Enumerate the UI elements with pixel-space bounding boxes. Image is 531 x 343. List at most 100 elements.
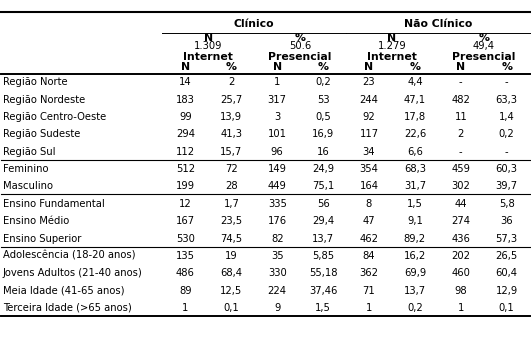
Text: -: - <box>459 147 463 157</box>
Text: 459: 459 <box>451 164 470 174</box>
Text: N: N <box>388 33 397 43</box>
Text: %: % <box>501 62 512 72</box>
Text: 449: 449 <box>268 181 287 191</box>
Text: 1: 1 <box>458 303 464 313</box>
Text: 82: 82 <box>271 234 284 244</box>
Text: Masculino: Masculino <box>3 181 53 191</box>
Text: 50.6: 50.6 <box>289 41 311 51</box>
Text: 1.309: 1.309 <box>194 41 222 51</box>
Text: -: - <box>505 78 509 87</box>
Text: 35: 35 <box>271 251 284 261</box>
Text: 1,5: 1,5 <box>315 303 331 313</box>
Text: %: % <box>295 33 306 43</box>
Text: 11: 11 <box>455 112 467 122</box>
Text: Presencial: Presencial <box>269 52 332 62</box>
Text: Internet: Internet <box>183 52 233 62</box>
Text: 13,7: 13,7 <box>404 286 426 296</box>
Text: 1.279: 1.279 <box>378 41 406 51</box>
Text: 224: 224 <box>268 286 287 296</box>
Text: 4,4: 4,4 <box>407 78 423 87</box>
Text: 2: 2 <box>458 129 464 139</box>
Text: 23,5: 23,5 <box>220 216 242 226</box>
Text: Região Sudeste: Região Sudeste <box>3 129 80 139</box>
Text: 12,9: 12,9 <box>495 286 518 296</box>
Text: Jovens Adultos (21-40 anos): Jovens Adultos (21-40 anos) <box>3 268 143 278</box>
Text: 57,3: 57,3 <box>495 234 518 244</box>
Text: 8: 8 <box>366 199 372 209</box>
Text: 0,2: 0,2 <box>315 78 331 87</box>
Text: 69,9: 69,9 <box>404 268 426 278</box>
Text: 1,4: 1,4 <box>499 112 515 122</box>
Text: 98: 98 <box>455 286 467 296</box>
Text: 44: 44 <box>455 199 467 209</box>
Text: -: - <box>459 78 463 87</box>
Text: 512: 512 <box>176 164 195 174</box>
Text: -: - <box>505 147 509 157</box>
Text: Terceira Idade (>65 anos): Terceira Idade (>65 anos) <box>3 303 132 313</box>
Text: 6,6: 6,6 <box>407 147 423 157</box>
Text: 28: 28 <box>225 181 238 191</box>
Text: 199: 199 <box>176 181 195 191</box>
Text: Clínico: Clínico <box>234 19 275 28</box>
Text: Ensino Médio: Ensino Médio <box>3 216 69 226</box>
Text: 29,4: 29,4 <box>312 216 334 226</box>
Text: 294: 294 <box>176 129 195 139</box>
Text: 47,1: 47,1 <box>404 95 426 105</box>
Text: Região Norte: Região Norte <box>3 78 67 87</box>
Text: N: N <box>181 62 190 72</box>
Text: 14: 14 <box>179 78 192 87</box>
Text: 5,85: 5,85 <box>312 251 334 261</box>
Text: 0,2: 0,2 <box>499 129 515 139</box>
Text: 0,2: 0,2 <box>407 303 423 313</box>
Text: 12: 12 <box>179 199 192 209</box>
Text: 63,3: 63,3 <box>495 95 518 105</box>
Text: 16: 16 <box>316 147 329 157</box>
Text: 135: 135 <box>176 251 195 261</box>
Text: 16,2: 16,2 <box>404 251 426 261</box>
Text: 0,1: 0,1 <box>499 303 515 313</box>
Text: 37,46: 37,46 <box>309 286 337 296</box>
Text: 1: 1 <box>182 303 189 313</box>
Text: 317: 317 <box>268 95 287 105</box>
Text: 302: 302 <box>451 181 470 191</box>
Text: Ensino Fundamental: Ensino Fundamental <box>3 199 105 209</box>
Text: 1,7: 1,7 <box>224 199 239 209</box>
Text: 68,4: 68,4 <box>220 268 242 278</box>
Text: 176: 176 <box>268 216 287 226</box>
Text: 23: 23 <box>363 78 375 87</box>
Text: 460: 460 <box>451 268 470 278</box>
Text: Região Sul: Região Sul <box>3 147 55 157</box>
Text: 354: 354 <box>359 164 379 174</box>
Text: Feminino: Feminino <box>3 164 48 174</box>
Text: 49,4: 49,4 <box>473 41 495 51</box>
Text: Internet: Internet <box>367 52 417 62</box>
Text: 71: 71 <box>363 286 375 296</box>
Text: N: N <box>364 62 374 72</box>
Text: 462: 462 <box>359 234 379 244</box>
Text: 5,8: 5,8 <box>499 199 515 209</box>
Text: 89,2: 89,2 <box>404 234 426 244</box>
Text: 96: 96 <box>271 147 284 157</box>
Text: 68,3: 68,3 <box>404 164 426 174</box>
Text: 56: 56 <box>316 199 329 209</box>
Text: 486: 486 <box>176 268 195 278</box>
Text: N: N <box>456 62 465 72</box>
Text: Presencial: Presencial <box>452 52 516 62</box>
Text: 167: 167 <box>176 216 195 226</box>
Text: 112: 112 <box>176 147 195 157</box>
Text: 92: 92 <box>363 112 375 122</box>
Text: 60,4: 60,4 <box>495 268 518 278</box>
Text: 482: 482 <box>451 95 470 105</box>
Text: 34: 34 <box>363 147 375 157</box>
Text: 436: 436 <box>451 234 470 244</box>
Text: 24,9: 24,9 <box>312 164 334 174</box>
Text: 164: 164 <box>359 181 379 191</box>
Text: %: % <box>226 62 237 72</box>
Text: Região Centro-Oeste: Região Centro-Oeste <box>3 112 106 122</box>
Text: 22,6: 22,6 <box>404 129 426 139</box>
Text: 60,3: 60,3 <box>495 164 518 174</box>
Text: 3: 3 <box>274 112 280 122</box>
Text: Região Nordeste: Região Nordeste <box>3 95 85 105</box>
Text: 1: 1 <box>366 303 372 313</box>
Text: Adolescência (18-20 anos): Adolescência (18-20 anos) <box>3 251 135 261</box>
